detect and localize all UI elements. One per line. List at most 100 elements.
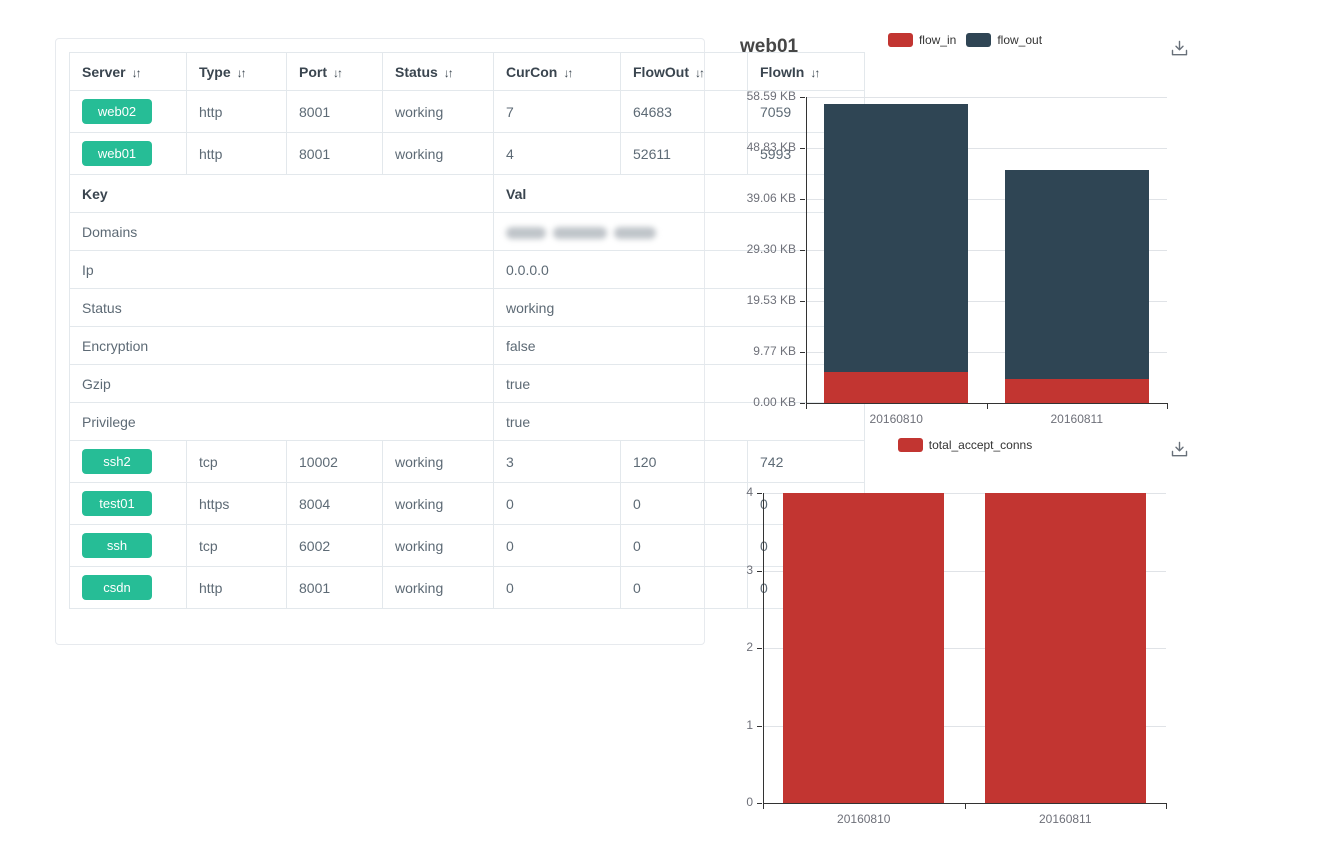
column-header-label: Server bbox=[82, 63, 126, 80]
cell-flowout: 0 bbox=[620, 524, 748, 567]
sort-icon[interactable]: ↓↑ bbox=[131, 65, 142, 80]
download-icon[interactable] bbox=[1171, 40, 1188, 57]
sort-icon[interactable]: ↓↑ bbox=[563, 65, 573, 80]
sort-icon[interactable]: ↓↑ bbox=[695, 65, 705, 80]
cell-type: tcp bbox=[186, 524, 287, 567]
column-header[interactable]: CurCon ↓↑ bbox=[493, 52, 621, 91]
grid-line bbox=[764, 725, 1166, 727]
y-tick-label: 9.77 KB bbox=[753, 344, 796, 358]
y-tick-mark bbox=[800, 403, 805, 404]
cell-flowin: 742 bbox=[747, 440, 865, 483]
bar-flow_out-20160811[interactable] bbox=[1005, 170, 1149, 379]
chart-title: web01 bbox=[740, 36, 799, 57]
cell-type: http bbox=[186, 566, 287, 609]
x-category-label: 20160810 bbox=[869, 412, 923, 426]
bar-flow_in-20160811[interactable] bbox=[1005, 378, 1149, 403]
keyval-key: Domains bbox=[69, 212, 494, 251]
server-badge[interactable]: csdn bbox=[82, 575, 152, 600]
keyval-row: Encryption false bbox=[69, 326, 865, 365]
x-tick-mark bbox=[806, 404, 807, 409]
sort-icon[interactable]: ↓↑ bbox=[810, 65, 820, 80]
keyval-val: 0.0.0.0 bbox=[493, 250, 865, 289]
cell-port: 8004 bbox=[286, 482, 383, 525]
y-tick-label: 3 bbox=[746, 562, 753, 577]
cell-port: 8001 bbox=[286, 566, 383, 609]
keyval-row: Gzip true bbox=[69, 364, 865, 403]
cell-curcon: 0 bbox=[493, 524, 621, 567]
cell-flowout: 120 bbox=[620, 440, 748, 483]
keyval-key: Gzip bbox=[69, 364, 494, 403]
legend-item-flow_out[interactable]: flow_out bbox=[966, 33, 1042, 47]
cell-curcon: 4 bbox=[493, 132, 621, 175]
y-tick-mark bbox=[757, 725, 762, 727]
grid-line bbox=[764, 648, 1166, 649]
download-icon-glyph bbox=[1171, 40, 1188, 56]
column-header-label: Status bbox=[395, 63, 438, 80]
column-header[interactable]: Type ↓↑ bbox=[186, 52, 287, 91]
y-tick-label: 4 bbox=[746, 485, 753, 499]
server-badge[interactable]: web01 bbox=[82, 141, 152, 166]
legend-item-total_accept_conns[interactable]: total_accept_conns bbox=[897, 438, 1033, 452]
keyval-key-header: Key bbox=[69, 174, 494, 213]
grid-line bbox=[807, 148, 1167, 149]
keyval-val: working bbox=[493, 288, 865, 327]
bar-flow_out-20160810[interactable] bbox=[824, 104, 968, 373]
column-header[interactable]: FlowIn ↓↑ bbox=[747, 52, 865, 91]
column-header-label: CurCon bbox=[506, 63, 558, 80]
cell-server: ssh bbox=[69, 524, 187, 567]
sort-icon[interactable]: ↓↑ bbox=[443, 65, 454, 80]
y-tick-label: 0 bbox=[746, 795, 753, 809]
cell-type: tcp bbox=[186, 440, 287, 483]
y-tick-mark bbox=[757, 648, 762, 649]
cell-server: web02 bbox=[69, 90, 187, 133]
keyval-val bbox=[493, 212, 865, 251]
x-axis-line bbox=[763, 803, 1167, 804]
x-tick-mark bbox=[1166, 804, 1167, 809]
legend-swatch bbox=[887, 33, 913, 47]
cell-status: working bbox=[382, 566, 494, 609]
y-tick-label: 29.30 KB bbox=[746, 242, 796, 256]
y-axis-line bbox=[806, 97, 807, 404]
column-header-label: Port bbox=[299, 63, 327, 80]
column-header[interactable]: FlowOut ↓↑ bbox=[620, 52, 748, 91]
column-header[interactable]: Server ↓↑ bbox=[69, 52, 187, 91]
bar-total_accept_conns-20160810[interactable] bbox=[783, 493, 944, 803]
x-tick-mark bbox=[1167, 404, 1168, 409]
legend-item-flow_in[interactable]: flow_in bbox=[887, 33, 956, 47]
cell-flowout: 52611 bbox=[620, 132, 748, 175]
sort-icon[interactable]: ↓↑ bbox=[236, 65, 247, 80]
download-icon[interactable] bbox=[1171, 441, 1188, 458]
bar-flow_in-20160810[interactable] bbox=[824, 372, 968, 403]
server-table: Server ↓↑ Type ↓↑ Port ↓↑ Status ↓↑ CurCon ↓↑ Flow… bbox=[69, 52, 865, 609]
y-tick-label: 48.83 KB bbox=[746, 140, 796, 154]
cell-curcon: 3 bbox=[493, 440, 621, 483]
keyval-row: Privilege true bbox=[69, 402, 865, 441]
cell-port: 8001 bbox=[286, 132, 383, 175]
server-badge[interactable]: web02 bbox=[82, 99, 152, 124]
bar-total_accept_conns-20160811[interactable] bbox=[985, 493, 1146, 803]
y-tick-mark bbox=[800, 148, 805, 149]
cell-type: https bbox=[186, 482, 287, 525]
x-category-label: 20160811 bbox=[1050, 412, 1104, 426]
cell-status: working bbox=[382, 90, 494, 133]
column-header[interactable]: Port ↓↑ bbox=[286, 52, 383, 91]
server-badge[interactable]: ssh bbox=[82, 533, 152, 558]
sort-icon[interactable]: ↓↑ bbox=[333, 65, 343, 80]
server-badge[interactable]: ssh2 bbox=[82, 449, 152, 474]
grid-line bbox=[764, 570, 1166, 572]
cell-port: 6002 bbox=[286, 524, 383, 567]
legend-label: flow_out bbox=[997, 33, 1043, 47]
legend-swatch bbox=[897, 438, 923, 452]
table-header-row: Server ↓↑ Type ↓↑ Port ↓↑ Status ↓↑ CurCon ↓↑ Flow… bbox=[69, 52, 865, 91]
x-axis-line bbox=[806, 403, 1168, 404]
legend-label: total_accept_conns bbox=[928, 438, 1033, 452]
cell-type: http bbox=[186, 132, 287, 175]
keyval-key: Privilege bbox=[69, 402, 494, 441]
cell-curcon: 0 bbox=[493, 566, 621, 609]
server-badge[interactable]: test01 bbox=[82, 491, 152, 516]
grid-line bbox=[807, 97, 1167, 98]
keyval-header-row: Key Val bbox=[69, 174, 865, 213]
column-header-label: FlowIn bbox=[760, 63, 805, 80]
column-header[interactable]: Status ↓↑ bbox=[382, 52, 494, 91]
table-row: ssh2 tcp 10002 working 3 120 742 bbox=[69, 440, 865, 483]
